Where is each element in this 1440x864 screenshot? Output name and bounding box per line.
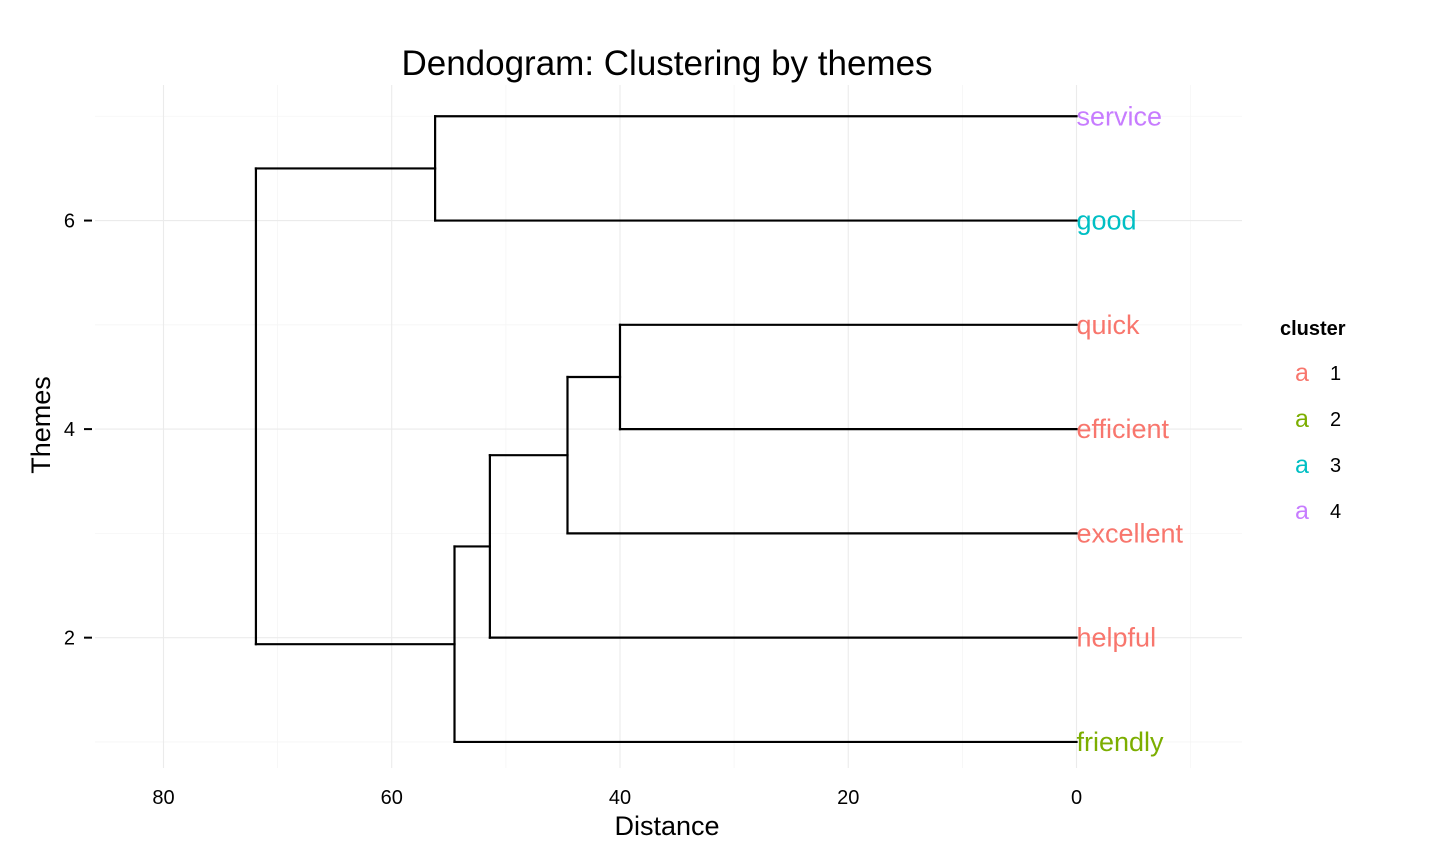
leaf-label-quick: quick [1077,310,1141,340]
y-axis-title: Themes [26,376,56,474]
y-axis: 2 4 6 [64,211,92,650]
legend-label-4: 4 [1330,501,1341,523]
x-axis-title: Distance [614,811,719,841]
y-tick-label: 2 [64,628,75,650]
y-tick-label: 6 [64,211,75,233]
legend-key-4: a [1295,497,1309,525]
legend-key-3: a [1295,451,1309,479]
x-tick-label: 60 [381,787,403,809]
leaf-label-good: good [1077,206,1137,236]
legend-title: cluster [1280,318,1346,340]
legend-key-2: a [1295,405,1309,433]
legend-label-1: 1 [1330,363,1341,385]
leaf-label-service: service [1077,101,1163,131]
x-tick-label: 80 [152,787,174,809]
x-axis: 80 60 40 20 0 [152,787,1082,809]
legend-label-2: 2 [1330,409,1341,431]
x-tick-label: 20 [837,787,859,809]
dendrogram-branches [254,115,1078,744]
y-tick-label: 4 [64,419,75,441]
grid-lines [95,85,1242,768]
leaf-label-efficient: efficient [1077,414,1170,444]
legend: cluster a 1a 2a 3a 4 [1280,318,1346,525]
chart-title: Dendogram: Clustering by themes [401,44,932,83]
legend-label-3: 3 [1330,455,1341,477]
leaf-label-helpful: helpful [1077,623,1157,653]
leaf-label-friendly: friendly [1077,727,1165,757]
leaf-labels: service good quick efficient excellent helpfu… [1077,101,1184,757]
x-tick-label: 0 [1071,787,1082,809]
leaf-label-excellent: excellent [1077,518,1184,548]
x-tick-label: 40 [609,787,631,809]
legend-key-1: a [1295,359,1309,387]
